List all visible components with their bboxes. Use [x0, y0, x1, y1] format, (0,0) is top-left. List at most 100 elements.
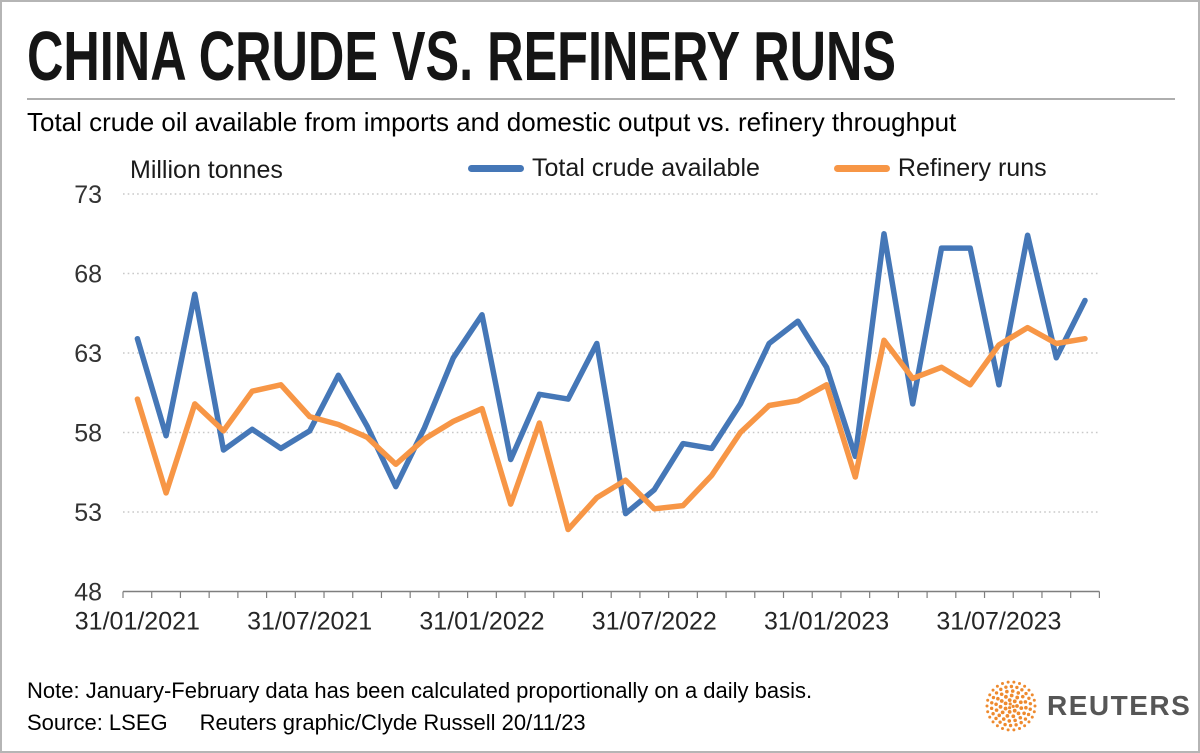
- logo-dot: [995, 684, 999, 688]
- title-divider: [27, 98, 1175, 100]
- series-line-total-crude-available: [134, 231, 1088, 517]
- x-tick-label-31/07/2022: 31/07/2022: [592, 608, 717, 636]
- logo-dot: [1030, 693, 1034, 697]
- logo-dot: [1009, 684, 1014, 689]
- logo-dot: [988, 693, 992, 697]
- logo-dot: [1012, 728, 1016, 732]
- reuters-dotted-sphere-icon: [985, 680, 1037, 732]
- logo-dot: [1023, 684, 1027, 688]
- logo-dot: [1003, 706, 1008, 711]
- logo-dot: [1000, 682, 1004, 686]
- logo-dot: [1005, 689, 1009, 694]
- legend-item-refinery-runs: Refinery runs: [833, 154, 1047, 183]
- y-axis-unit-label: Million tonnes: [130, 156, 283, 184]
- logo-dot: [1004, 694, 1008, 699]
- logo-dot: [998, 720, 1002, 724]
- logo-dot: [1024, 705, 1028, 710]
- logo-dot: [1027, 696, 1031, 700]
- logo-dot: [1015, 685, 1019, 690]
- chart-subtitle: Total crude oil available from imports a…: [27, 107, 957, 137]
- logo-dot: [998, 704, 1003, 709]
- y-tick-label-73: 73: [74, 181, 102, 209]
- source-line: Source: LSEG Reuters graphic/Clyde Russel…: [27, 710, 586, 736]
- logo-dot: [1006, 680, 1010, 684]
- logo-dot: [1008, 723, 1013, 728]
- logo-dot: [1024, 691, 1028, 696]
- logo-dot: [1013, 718, 1017, 723]
- logo-dot: [988, 715, 992, 719]
- plot-area: 48 53 58 63 68 73 31/01/2021 31/07/2021 31/01/20…: [74, 181, 1101, 636]
- credit-text: Reuters graphic/Clyde Russell 20/11/23: [199, 710, 586, 735]
- logo-dot: [1012, 708, 1017, 713]
- logo-dot: [1015, 704, 1019, 708]
- logo-dot: [1022, 711, 1026, 716]
- x-tick-label-31/07/2021: 31/07/2021: [247, 608, 372, 636]
- x-tick-label-31/01/2022: 31/01/2022: [419, 608, 544, 636]
- logo-dot: [1018, 726, 1022, 730]
- logo-dot: [1032, 710, 1036, 714]
- logo-dot: [1012, 680, 1016, 684]
- refinery-runs-line-swatch: [833, 165, 890, 172]
- logo-dot: [1008, 706, 1012, 710]
- footnote: Note: January-February data has been cal…: [27, 678, 813, 703]
- logo-dot: [1001, 717, 1006, 721]
- reuters-wordmark: REUTERS: [1047, 690, 1192, 721]
- logo-dot: [999, 692, 1004, 697]
- logo-dot: [1015, 695, 1020, 700]
- logo-dot: [1032, 698, 1036, 702]
- logo-dot: [1018, 682, 1022, 686]
- logo-dot: [989, 706, 994, 711]
- logo-dot: [994, 691, 999, 695]
- source-text: Source: LSEG: [27, 710, 168, 735]
- logo-dot: [1010, 689, 1015, 693]
- logo-dot: [1006, 728, 1010, 732]
- logo-dot: [1020, 688, 1024, 692]
- logo-dot: [991, 688, 995, 692]
- line-chart: Million tonnes Total crude available Ref…: [2, 150, 1198, 655]
- legend-label-refinery-runs: Refinery runs: [897, 154, 1047, 182]
- logo-dot: [990, 701, 994, 705]
- logo-dot: [1018, 700, 1023, 705]
- logo-dot: [1028, 701, 1033, 706]
- x-tick-label-31/07/2023: 31/07/2023: [936, 608, 1061, 636]
- logo-dot: [1026, 712, 1031, 717]
- logo-dot: [1027, 720, 1031, 724]
- x-tick-label-31/01/2023: 31/01/2023: [764, 608, 889, 636]
- y-tick-label-58: 58: [74, 420, 102, 448]
- logo-dot: [1020, 694, 1025, 699]
- logo-dot: [1003, 701, 1008, 706]
- y-tick-label-68: 68: [74, 261, 102, 289]
- logo-dot: [999, 687, 1003, 692]
- logo-dot: [1007, 698, 1012, 703]
- x-tick-label-31/01/2021: 31/01/2021: [75, 608, 200, 636]
- logo-dot: [1009, 693, 1014, 698]
- reuters-logo: REUTERS: [985, 680, 1191, 732]
- logo-dot: [1012, 699, 1017, 704]
- logo-dot: [1004, 685, 1008, 689]
- logo-dot: [1011, 704, 1015, 708]
- legend-label-total-crude: Total crude available: [532, 154, 760, 182]
- logo-dot: [1016, 691, 1021, 695]
- logo-dot: [986, 698, 990, 702]
- total-crude-line-swatch: [468, 165, 524, 172]
- logo-dot: [1016, 711, 1021, 716]
- logo-dot: [996, 696, 1000, 701]
- logo-dot: [1008, 702, 1012, 706]
- logo-dot: [1023, 700, 1028, 704]
- chart-legend: Total crude available Refinery runs: [468, 154, 1047, 183]
- series-line-refinery-runs: [134, 324, 1088, 533]
- logo-dot: [1014, 723, 1018, 727]
- page-title: CHINA CRUDE VS. REFINERY RUNS: [27, 17, 897, 95]
- logo-dot: [1000, 710, 1005, 715]
- logo-dot: [1033, 704, 1037, 708]
- logo-dot: [1003, 722, 1007, 727]
- logo-dot: [985, 704, 989, 708]
- logo-dot: [997, 713, 1002, 718]
- y-tick-label-48: 48: [74, 579, 102, 607]
- logo-dot: [999, 699, 1004, 703]
- logo-dot: [1000, 726, 1004, 730]
- logo-dot: [1023, 717, 1028, 721]
- logo-dot: [991, 720, 995, 724]
- y-tick-label-63: 63: [74, 340, 102, 368]
